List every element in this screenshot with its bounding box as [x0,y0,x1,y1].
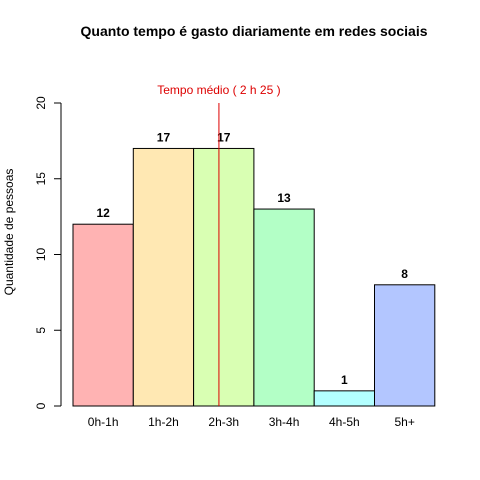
x-tick-label: 4h-5h [329,415,360,429]
y-tick-label: 0 [34,402,48,409]
data-label-0h-1h: 12 [96,206,110,220]
x-tick-label: 3h-4h [269,415,300,429]
x-tick-label: 2h-3h [208,415,239,429]
x-tick-label: 0h-1h [88,415,119,429]
bar-1h-2h [132,147,195,407]
bar-5h+ [374,284,436,407]
x-tick-label: 5h+ [394,415,414,429]
bar-4h-5h [313,390,376,407]
y-tick-label: 20 [34,96,48,110]
data-label-2h-3h: 17 [217,130,231,144]
y-tick-label: 10 [34,248,48,262]
y-tick-label: 5 [34,327,48,334]
y-axis-label: Quantidade de pessoas [2,169,16,296]
chart-title: Quanto tempo é gasto diariamente em rede… [81,23,428,39]
data-label-3h-4h: 13 [277,191,291,205]
data-label-5h+: 8 [401,267,408,281]
data-label-1h-2h: 17 [157,130,171,144]
bar-3h-4h [253,208,315,407]
bar-0h-1h [72,223,134,407]
data-label-4h-5h: 1 [341,373,348,387]
y-axis: 0 5 10 15 20 [34,96,62,409]
x-axis-labels: 0h-1h 1h-2h 2h-3h 3h-4h 4h-5h 5h+ [88,415,415,429]
data-labels: 12 17 17 13 1 8 [96,130,408,386]
bars-group [72,147,436,407]
x-tick-label: 1h-2h [148,415,179,429]
bar-2h-3h [193,147,255,407]
y-tick-label: 15 [34,172,48,186]
mean-annotation: Tempo médio ( 2 h 25 ) [157,83,280,97]
